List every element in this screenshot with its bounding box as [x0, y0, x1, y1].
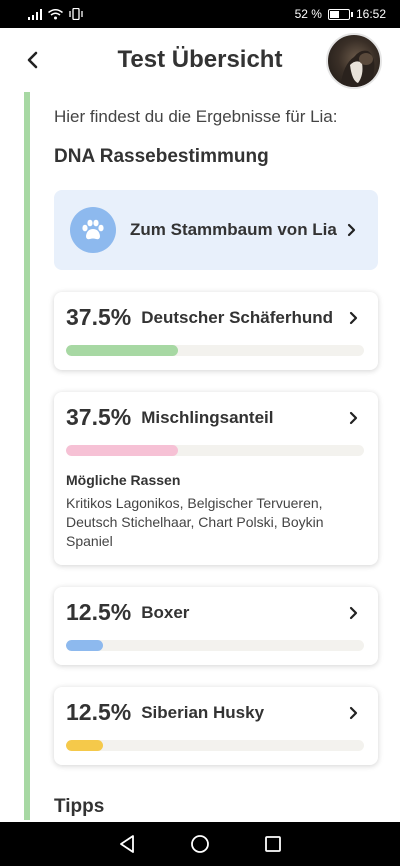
- breed-name: Boxer: [141, 602, 190, 622]
- wifi-icon: [48, 8, 63, 19]
- breed-progress-bar: [66, 445, 364, 456]
- tips-section-title: Tipps: [54, 796, 105, 817]
- pedigree-link-label: Zum Stammbaum von Lia: [130, 220, 337, 239]
- clock: 16:52: [355, 7, 386, 21]
- possible-breeds-list: Kritikos Lagonikos, Belgischer Tervueren…: [66, 495, 324, 549]
- vibrate-icon: [69, 8, 83, 20]
- breed-progress-bar: [66, 740, 364, 751]
- app-header: Test Übersicht: [0, 28, 400, 92]
- possible-breeds-title: Mögliche Rassen: [66, 472, 181, 488]
- breed-card-boxer[interactable]: 12.5% Boxer: [54, 587, 378, 665]
- breed-percent: 12.5%: [66, 599, 132, 625]
- breed-progress-fill: [66, 445, 178, 456]
- chevron-left-icon: [27, 51, 38, 69]
- breed-card-shepherd[interactable]: 37.5% Deutscher Schäferhund: [54, 292, 378, 370]
- breed-progress-bar: [66, 345, 364, 356]
- pedigree-link-card[interactable]: Zum Stammbaum von Lia: [54, 190, 378, 270]
- status-icons: [28, 8, 83, 20]
- section-title: DNA Rassebestimmung: [54, 146, 269, 167]
- breed-name: Siberian Husky: [141, 702, 265, 722]
- breed-name: Deutscher Schäferhund: [141, 307, 333, 327]
- main-content: Hier findest du die Ergebnisse für Lia: …: [54, 92, 378, 765]
- square-recents-icon: [265, 836, 282, 852]
- battery-icon: [327, 8, 353, 20]
- breed-progress-fill: [66, 345, 178, 356]
- breed-card-husky[interactable]: 12.5% Siberian Husky: [54, 687, 378, 765]
- circle-home-icon: [191, 835, 209, 853]
- nav-recents-button[interactable]: [261, 832, 285, 856]
- avatar[interactable]: [326, 33, 382, 89]
- signal-icon: [28, 8, 42, 20]
- breed-percent: 37.5%: [66, 404, 132, 430]
- breed-progress-fill: [66, 740, 104, 751]
- breed-percent: 12.5%: [66, 699, 132, 725]
- chevron-right-icon: [344, 411, 364, 425]
- intro-text: Hier findest du die Ergebnisse für Lia:: [54, 107, 338, 126]
- nav-back-button[interactable]: [115, 832, 139, 856]
- breed-name: Mischlingsanteil: [141, 407, 274, 427]
- breed-progress-fill: [66, 640, 104, 651]
- timeline-rail: [24, 92, 30, 820]
- breed-progress-bar: [66, 640, 364, 651]
- breed-percent: 37.5%: [66, 304, 132, 330]
- nav-home-button[interactable]: [188, 832, 212, 856]
- chevron-right-icon: [344, 706, 364, 720]
- page-title: Test Übersicht: [117, 46, 283, 73]
- chevron-right-icon: [342, 223, 362, 237]
- battery-percent: 52 %: [294, 7, 322, 21]
- back-button[interactable]: [20, 46, 44, 74]
- status-right: 52 % 16:52: [295, 7, 386, 21]
- status-bar: 52 % 16:52: [0, 0, 400, 28]
- dog-photo-icon: [340, 50, 375, 87]
- paw-icon: [70, 207, 116, 253]
- breed-card-mixed[interactable]: 37.5% Mischlingsanteil Mögliche Rassen K…: [54, 392, 378, 565]
- chevron-right-icon: [344, 606, 364, 620]
- system-nav-bar: [0, 822, 400, 866]
- chevron-right-icon: [344, 311, 364, 325]
- triangle-back-icon: [119, 835, 134, 853]
